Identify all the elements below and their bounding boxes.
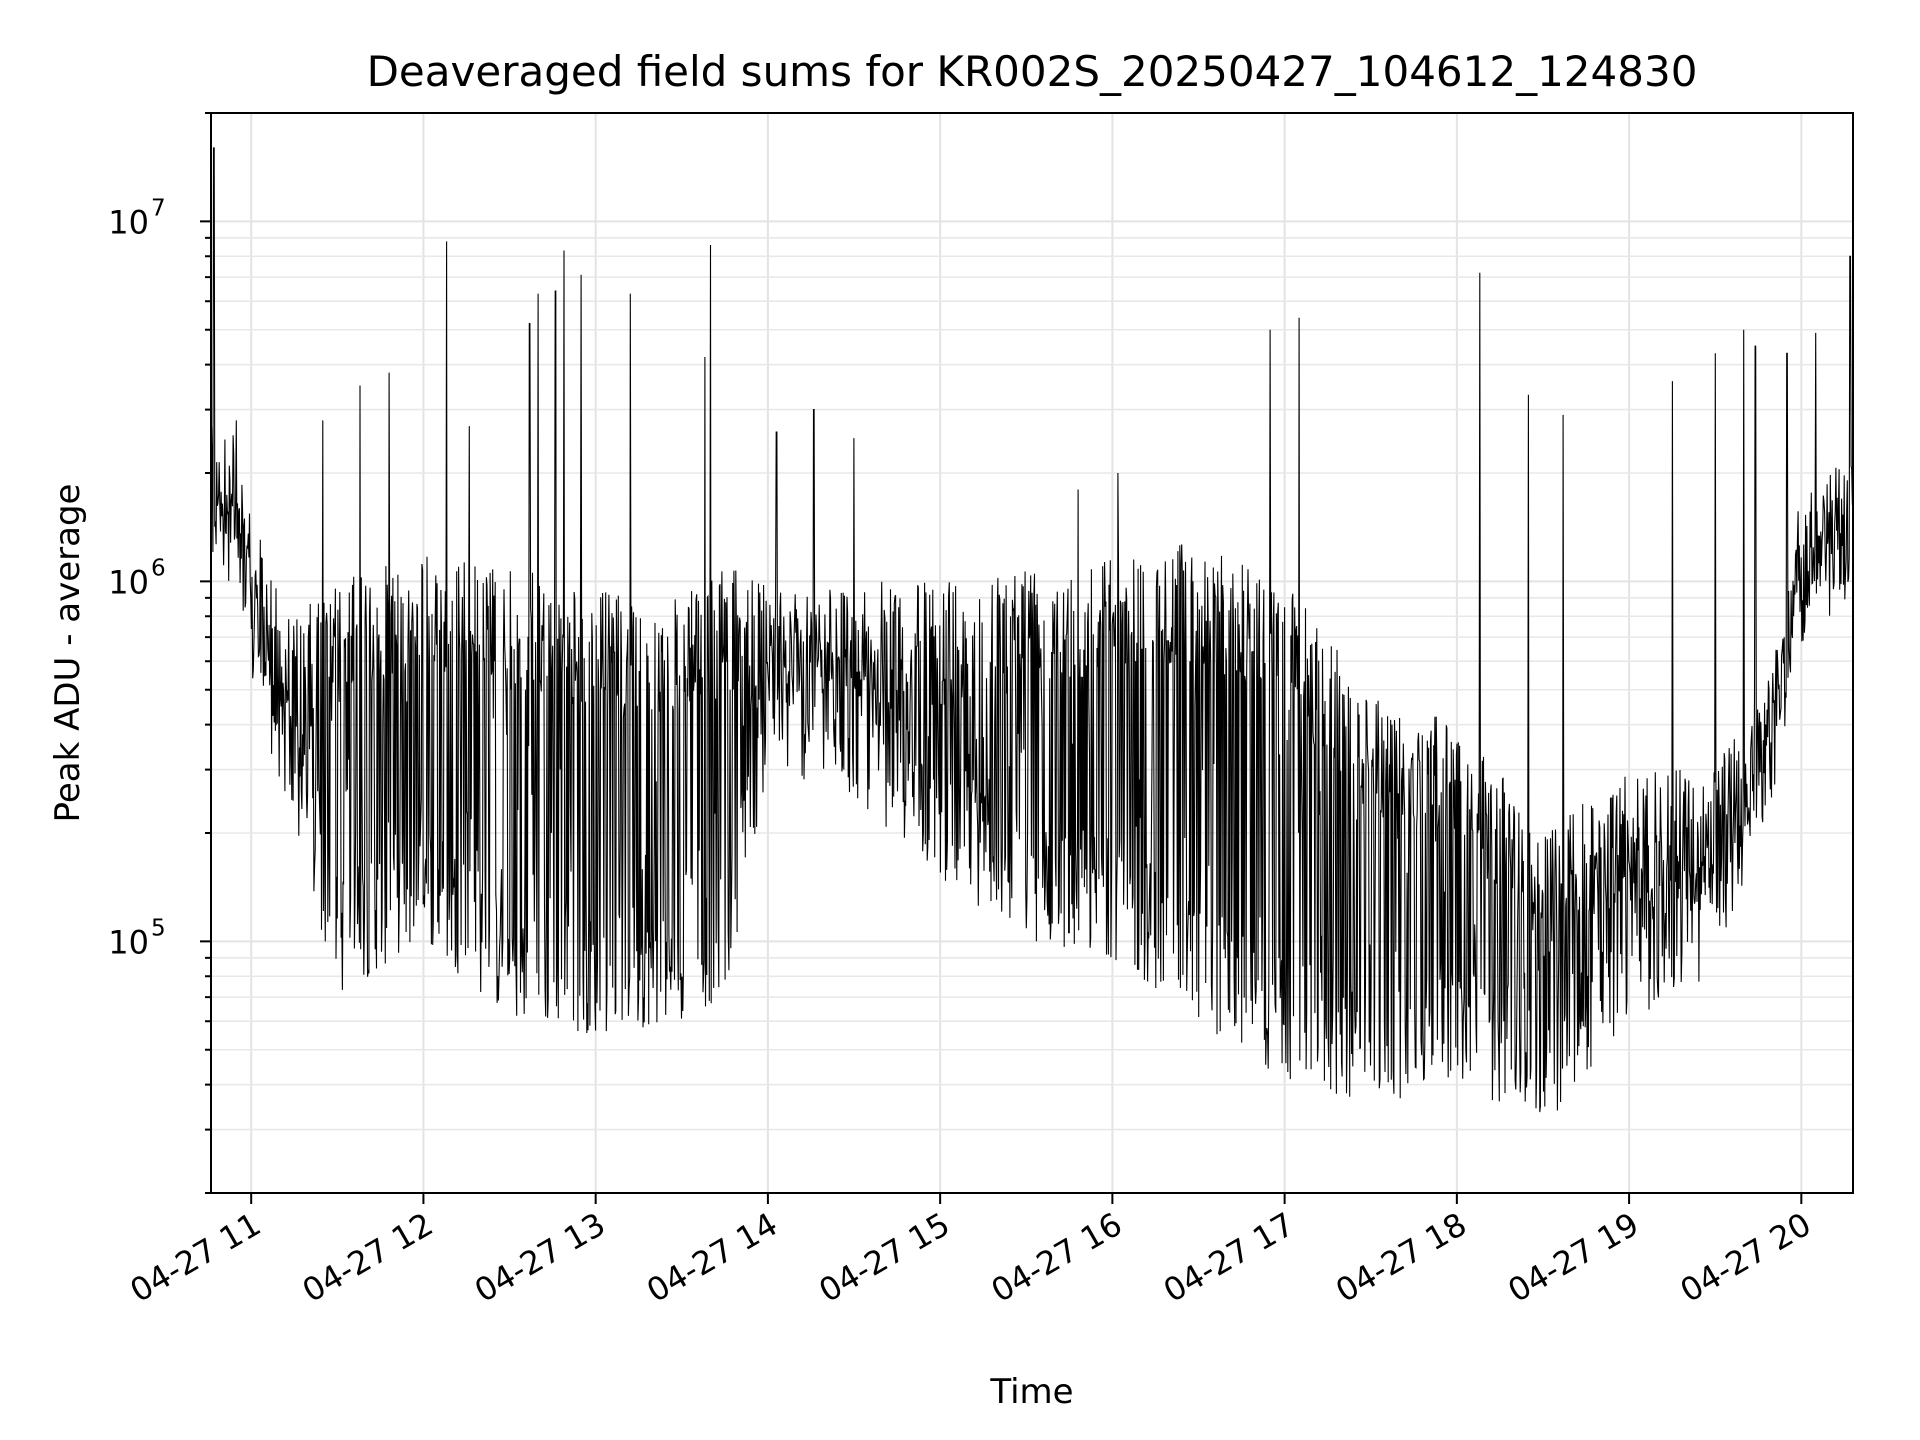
y-tick-label: 10 (108, 203, 149, 241)
x-tick-label: 04-27 18 (1329, 1205, 1473, 1310)
y-tick-label: 10 (108, 563, 149, 601)
y-tick-label-exponent: 6 (151, 555, 166, 581)
plot-frame (210, 112, 1854, 1194)
x-tick-label: 04-27 11 (124, 1205, 268, 1310)
x-tick-label: 04-27 17 (1157, 1205, 1301, 1310)
y-tick-label-exponent: 7 (151, 195, 166, 221)
x-tick-label: 04-27 19 (1501, 1205, 1645, 1310)
x-tick-label: 04-27 15 (813, 1205, 957, 1310)
series-line (210, 147, 1854, 1113)
x-tick-label: 04-27 13 (468, 1205, 612, 1310)
x-tick-label: 04-27 14 (640, 1205, 784, 1310)
x-tick-label: 04-27 20 (1674, 1205, 1818, 1310)
y-tick-label: 10 (108, 923, 149, 961)
series-layer (210, 147, 1854, 1113)
y-axis-label: Peak ADU - average (48, 484, 88, 823)
x-tick-label: 04-27 12 (296, 1205, 440, 1310)
y-tick-label-exponent: 5 (151, 915, 166, 941)
chart-title: Deaveraged field sums for KR002S_2025042… (367, 47, 1698, 96)
x-tick-label: 04-27 16 (985, 1205, 1129, 1310)
x-axis-label: Time (989, 1372, 1073, 1412)
